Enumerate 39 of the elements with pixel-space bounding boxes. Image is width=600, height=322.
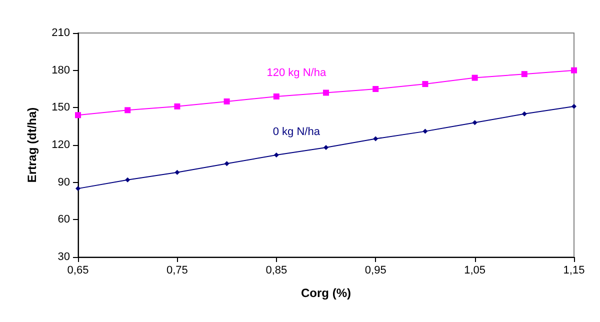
y-tick-label: 30 bbox=[58, 251, 70, 263]
x-tick-label: 1,05 bbox=[464, 264, 486, 276]
point bbox=[174, 103, 180, 110]
point bbox=[422, 81, 428, 88]
point bbox=[323, 90, 329, 96]
point bbox=[224, 98, 230, 104]
point bbox=[521, 71, 528, 78]
point bbox=[125, 177, 130, 182]
x-tick-label: 0,85 bbox=[266, 264, 288, 276]
x-tick-label: 0,65 bbox=[67, 264, 89, 276]
point bbox=[274, 152, 279, 158]
point bbox=[324, 144, 328, 150]
point bbox=[373, 136, 378, 142]
point bbox=[174, 170, 180, 175]
x-tick-label: 0,95 bbox=[364, 264, 386, 276]
point bbox=[273, 93, 280, 100]
point bbox=[124, 107, 131, 114]
point bbox=[76, 186, 80, 192]
x-tick-label: 0,75 bbox=[166, 264, 188, 276]
series-label: 0 kg N/ha bbox=[272, 126, 321, 138]
y-tick-label: 180 bbox=[52, 64, 70, 76]
y-axis-title: Ertrag (dt/ha) bbox=[25, 107, 39, 183]
point bbox=[571, 67, 577, 74]
series-label: 120 kg N/ha bbox=[266, 66, 327, 79]
x-axis-title: Corg (%) bbox=[301, 286, 351, 300]
y-tick-label: 210 bbox=[52, 27, 70, 39]
point bbox=[522, 111, 527, 116]
y-tick-label: 120 bbox=[52, 139, 70, 151]
point bbox=[472, 74, 478, 81]
point bbox=[372, 86, 379, 92]
point bbox=[472, 120, 478, 126]
point bbox=[75, 112, 81, 118]
point bbox=[422, 128, 428, 134]
y-tick-label: 90 bbox=[58, 176, 70, 188]
y-tick-label: 60 bbox=[58, 214, 70, 226]
point bbox=[572, 104, 576, 109]
x-tick-label: 1,15 bbox=[563, 264, 585, 276]
y-tick-label: 150 bbox=[52, 102, 70, 114]
point bbox=[224, 161, 230, 166]
